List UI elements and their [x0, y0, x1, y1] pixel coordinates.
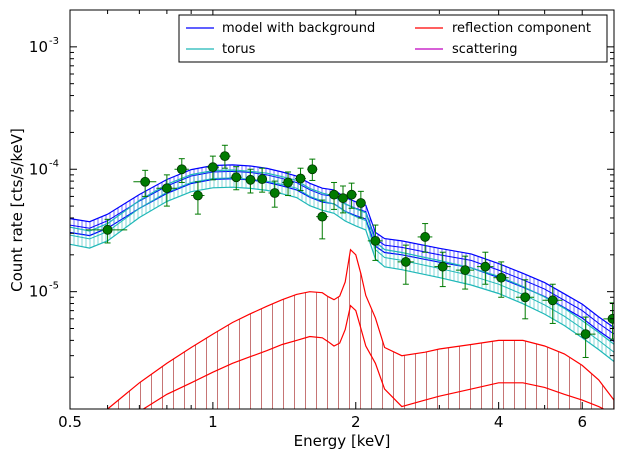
data-point [417, 223, 433, 253]
data-point [133, 169, 157, 197]
plot-frame [69, 9, 615, 410]
data-point [455, 255, 475, 290]
legend: model with background reflection compone… [178, 14, 608, 63]
data-point-marker [580, 329, 591, 340]
model-with-background-upper-curve [70, 164, 614, 329]
data-point [245, 168, 256, 194]
legend-label-reflection: reflection component [452, 21, 591, 36]
data-point [476, 251, 494, 285]
data-point [174, 158, 189, 183]
data-point [493, 261, 509, 298]
data-point [268, 180, 281, 208]
data-point-marker [317, 211, 328, 222]
data-point [367, 224, 383, 261]
data-point-marker [176, 164, 187, 175]
data-point-marker [460, 265, 471, 276]
data-point-marker [295, 173, 306, 184]
data-point-marker [257, 174, 268, 185]
legend-label-torus: torus [222, 42, 256, 57]
legend-label-model: model with background [222, 21, 375, 36]
data-point-marker [520, 292, 531, 303]
data-point-marker [140, 176, 151, 187]
x-axis-label: Energy [keV] [294, 432, 391, 450]
data-point-marker [329, 189, 339, 200]
data-point-marker [193, 190, 203, 201]
data-point [218, 144, 231, 169]
data-point-marker [231, 172, 242, 183]
torus-lower-curve [70, 186, 614, 362]
y-tick-exponent: -5 [49, 281, 59, 292]
axis-ticks: 0.5 1 2 4 610-510-410-3 [29, 9, 615, 431]
data-point [206, 155, 219, 181]
x-tick-label: 6 [577, 413, 587, 431]
y-axis-label: Count rate [cts/s/keV] [8, 128, 26, 292]
data-point [282, 171, 294, 197]
data-point-marker [346, 189, 357, 200]
y-tick-label: 10 [29, 38, 48, 56]
data-point [295, 167, 306, 192]
data-point [257, 167, 268, 193]
data-point-marker [283, 177, 293, 188]
data-point-marker [245, 174, 256, 185]
data-point-marker [207, 162, 218, 173]
data-point [346, 182, 357, 209]
data-point [515, 279, 535, 320]
data-point [307, 158, 318, 181]
data-point-marker [219, 151, 230, 162]
x-tick-label: 1 [208, 413, 218, 431]
data-points [85, 144, 614, 358]
data-point [434, 251, 451, 288]
legend-box [178, 14, 608, 63]
data-point [191, 181, 205, 215]
reflection-component-upper-curve [107, 248, 614, 409]
data-point-marker [355, 198, 366, 208]
data-point-marker [338, 193, 348, 204]
data-point [156, 174, 177, 207]
y-tick-label: 10 [29, 283, 48, 301]
data-point [337, 185, 349, 214]
data-point [542, 283, 563, 324]
y-tick-exponent: -4 [49, 158, 59, 169]
data-point [328, 181, 340, 210]
y-tick-label: 10 [29, 160, 48, 178]
data-point-marker [102, 224, 113, 235]
data-point-marker [437, 261, 448, 272]
data-point-marker [420, 232, 431, 242]
data-point-marker [161, 183, 172, 194]
x-tick-label: 4 [494, 413, 504, 431]
data-point-marker [370, 235, 381, 246]
data-point [230, 166, 242, 191]
reflection-component-lower-curve [142, 304, 605, 409]
data-point-marker [400, 257, 411, 267]
data-point-marker [496, 272, 507, 283]
legend-label-scattering: scattering [452, 42, 518, 57]
data-point-marker [269, 188, 280, 198]
data-point-marker [307, 164, 318, 175]
y-tick-exponent: -3 [49, 36, 59, 47]
x-tick-label: 2 [351, 413, 361, 431]
data-point [355, 190, 366, 219]
data-point [397, 244, 414, 285]
data-point [316, 199, 329, 240]
data-point [85, 218, 128, 244]
reflection-component-series [107, 248, 614, 409]
x-tick-label: 0.5 [58, 413, 82, 431]
data-point [575, 316, 596, 358]
data-point-marker [547, 295, 558, 306]
data-point-marker [480, 261, 491, 272]
